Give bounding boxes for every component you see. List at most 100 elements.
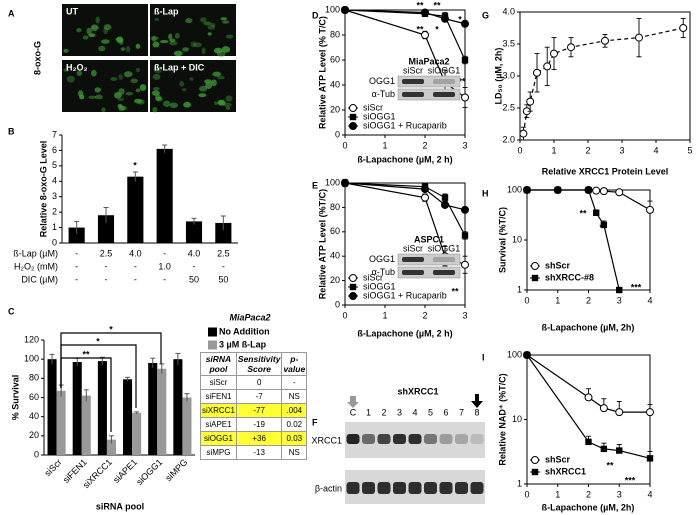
data-point: [615, 408, 624, 417]
band: [393, 434, 406, 444]
bar: [47, 359, 57, 455]
legend-label: siOGG1: [363, 111, 396, 121]
y-tick-label: 10: [512, 234, 522, 244]
plot-frame: [519, 11, 691, 141]
cell: [95, 16, 100, 24]
cell: [125, 45, 131, 53]
y-tick-label: 3.5: [502, 38, 515, 48]
x-tick-label: siOGG1: [134, 457, 164, 487]
legend-marker: [349, 122, 357, 130]
cell: [169, 40, 178, 46]
x-tick-label: 0: [524, 489, 529, 499]
significance-mark: *: [96, 336, 100, 346]
cell: [152, 41, 160, 48]
y-axis-label: % Survival: [10, 375, 20, 421]
y-tick-label: 100: [325, 177, 340, 187]
y-tick-label: 100: [325, 4, 340, 14]
cell: [193, 42, 202, 48]
table-row: siRNA pool Sensitivity Score p-value: [200, 352, 308, 376]
lane-label: 5: [428, 407, 433, 417]
x-tick-label: 1: [555, 295, 560, 305]
significance-mark: ***: [625, 475, 636, 485]
cell: [101, 39, 110, 44]
y-tick-label: 100: [507, 349, 522, 359]
x-tick-label: 3: [617, 295, 622, 305]
cell: [125, 91, 134, 96]
y-axis-label: 8-oxo-G: [32, 41, 42, 75]
table-row: siFEN1 -7 NS: [200, 389, 308, 404]
arrow: [471, 394, 483, 408]
y-tick-label: 80: [29, 373, 39, 383]
data-point: [585, 186, 592, 194]
lane-label: 1: [366, 407, 371, 417]
cell: [82, 35, 89, 40]
lane-label: siScr: [403, 243, 423, 253]
cell: [117, 97, 125, 102]
table-cell: siOGG1: [200, 431, 237, 446]
x-axis-label: ß-Lapachone (µM, 2 h): [357, 154, 452, 164]
y-axis-label: Relative ATP Level (% T/C): [317, 16, 327, 129]
data-point: [533, 68, 541, 77]
legend-marker: [349, 283, 357, 291]
data-point: [461, 19, 469, 28]
cell: [91, 69, 97, 77]
legend-marker: [531, 456, 539, 464]
cell: [110, 76, 118, 81]
band: [439, 434, 453, 444]
significance-mark: **: [579, 208, 587, 218]
cell: [183, 101, 192, 108]
table-cell: 0.02: [281, 417, 308, 432]
significance-mark: *: [109, 324, 113, 334]
cell: [151, 90, 160, 96]
panel-label: I: [482, 352, 485, 362]
table-cell: +36: [235, 431, 283, 446]
cell: [88, 33, 96, 38]
y-tick-label: 2.0: [502, 134, 515, 144]
table-cell: NS: [281, 445, 308, 460]
y-tick-label: 6: [52, 145, 57, 155]
significance-mark: **: [433, 0, 441, 10]
cell: [78, 90, 84, 97]
panel-label: F: [312, 417, 318, 427]
legend-label: shScr: [545, 454, 571, 464]
data-point: [461, 56, 469, 64]
condition-value: 2.5: [217, 248, 230, 258]
panel-label: B: [8, 126, 15, 136]
table-cell: -: [281, 375, 308, 390]
significance-mark: **: [451, 286, 459, 296]
x-tick-label: 3: [619, 145, 624, 155]
cell: [225, 95, 233, 102]
blot: [397, 266, 461, 279]
table-cell: -7: [235, 389, 283, 404]
data-point: [600, 445, 608, 453]
y-tick-label: 0: [335, 299, 340, 309]
lane-label: 6: [443, 407, 448, 417]
x-tick-label: 3: [462, 140, 467, 150]
cell: [198, 93, 207, 98]
bar: [72, 362, 82, 455]
data-point: [599, 404, 608, 413]
row-label: OGG1: [369, 76, 395, 86]
image-label: UT: [66, 6, 78, 16]
table-cell: -19: [235, 417, 283, 432]
cell: [213, 101, 219, 106]
y-tick-label: 60: [330, 54, 340, 64]
row-label: XRCC1: [311, 435, 342, 445]
significance-mark: *: [133, 160, 137, 170]
significance-mark: **: [416, 0, 424, 10]
data-point: [341, 6, 349, 14]
x-tick-label: siMPG: [163, 457, 189, 483]
data-point: [646, 408, 654, 417]
cell: [168, 33, 173, 40]
bar: [81, 395, 91, 455]
band: [377, 434, 391, 444]
cell: [169, 102, 178, 109]
x-tick-label: 0: [524, 295, 529, 305]
bar: [68, 227, 85, 243]
cell: [63, 68, 70, 72]
condition-label: DIC (µM): [21, 274, 58, 284]
table-row: siOGG1 +36 0.03: [200, 431, 308, 446]
band: [424, 434, 437, 444]
data-point: [554, 186, 561, 194]
x-tick-label: 2: [585, 145, 590, 155]
